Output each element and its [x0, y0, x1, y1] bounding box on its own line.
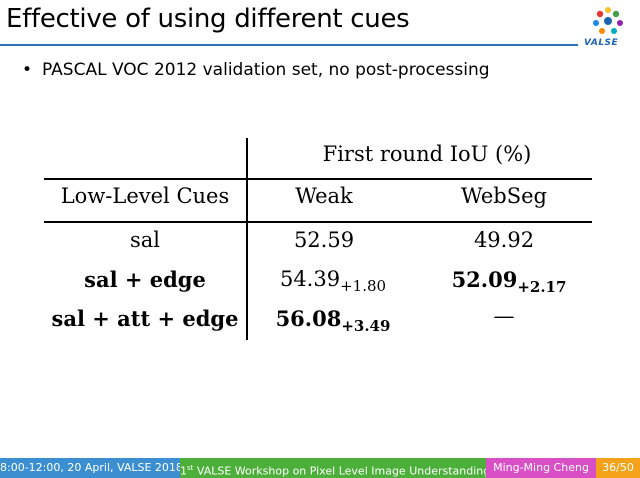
table-row-weak-value: 56.08+3.49 — [275, 306, 391, 335]
table-row-weak-value: 52.59 — [293, 228, 355, 252]
table-row-cue: sal — [129, 228, 160, 252]
footer-page-number: 36/50 — [596, 458, 640, 478]
weak-delta: +3.49 — [341, 317, 391, 335]
results-table: First round IoU (%) Low-Level Cues Weak … — [44, 138, 592, 340]
footer-author: Ming-Ming Cheng — [486, 458, 596, 478]
table-header-rule — [44, 178, 592, 180]
group-header: First round IoU (%) — [322, 142, 532, 166]
table-row-webseg-value: 49.92 — [473, 228, 535, 252]
footer-workshop: 1st VALSE Workshop on Pixel Level Image … — [180, 458, 486, 478]
webseg-delta: +2.17 — [517, 278, 567, 296]
title-underline — [0, 44, 578, 46]
table-row-cue: sal + edge — [84, 267, 206, 292]
slide-title: Effective of using different cues — [6, 4, 410, 34]
column-header-weak: Weak — [295, 184, 353, 208]
logo-text: VALSE — [584, 38, 619, 48]
table-row-webseg-value: 52.09+2.17 — [451, 267, 567, 296]
weak-delta: +1.80 — [340, 277, 387, 295]
column-header-webseg: WebSeg — [461, 184, 547, 208]
bullet-icon: • — [22, 60, 33, 80]
footer-date: 8:00-12:00, 20 April, VALSE 2018 — [0, 458, 180, 478]
slide-footer: 8:00-12:00, 20 April, VALSE 2018 1st VAL… — [0, 458, 640, 478]
bullet-text: PASCAL VOC 2012 validation set, no post-… — [42, 60, 490, 80]
table-row-cue: sal + att + edge — [51, 306, 239, 331]
bullet-point: • PASCAL VOC 2012 validation set, no post… — [22, 60, 490, 80]
table-row-weak-value: 54.39+1.80 — [279, 267, 387, 295]
table-row-webseg-value: — — [493, 304, 515, 328]
valse-logo-icon — [593, 7, 623, 34]
column-header-cues: Low-Level Cues — [60, 184, 230, 208]
table-vertical-rule — [246, 138, 248, 340]
table-body-rule — [44, 221, 592, 223]
